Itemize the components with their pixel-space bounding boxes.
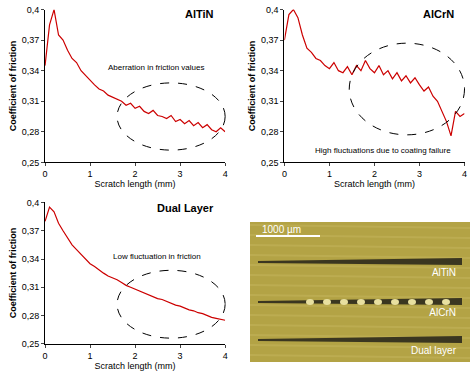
svg-text:0: 0 — [282, 169, 287, 179]
svg-text:0,28: 0,28 — [22, 127, 40, 137]
svg-text:Low fluctuation in friction: Low fluctuation in friction — [113, 252, 201, 261]
svg-text:2: 2 — [372, 169, 377, 179]
svg-text:2: 2 — [133, 169, 138, 179]
svg-text:0,34: 0,34 — [22, 254, 40, 264]
svg-text:4: 4 — [223, 169, 228, 179]
svg-text:AlCrN: AlCrN — [423, 8, 454, 20]
svg-text:0,37: 0,37 — [261, 35, 279, 45]
svg-text:0,28: 0,28 — [261, 127, 279, 137]
svg-text:0,25: 0,25 — [22, 339, 40, 349]
svg-text:Scratch length (mm): Scratch length (mm) — [334, 179, 415, 189]
svg-text:1: 1 — [327, 169, 332, 179]
svg-text:0,4: 0,4 — [27, 5, 40, 15]
svg-text:3: 3 — [178, 169, 183, 179]
svg-text:0,28: 0,28 — [22, 311, 40, 321]
svg-text:High fluctuations due to coati: High fluctuations due to coating failure — [315, 146, 451, 155]
svg-text:1: 1 — [88, 351, 93, 361]
svg-text:3: 3 — [178, 351, 183, 361]
svg-text:0,31: 0,31 — [22, 96, 40, 106]
svg-text:AlTiN: AlTiN — [185, 8, 214, 20]
svg-text:0,37: 0,37 — [22, 35, 40, 45]
svg-text:Dual Layer: Dual Layer — [157, 202, 214, 214]
svg-text:1: 1 — [88, 169, 93, 179]
svg-text:0,31: 0,31 — [261, 96, 279, 106]
svg-text:0,25: 0,25 — [22, 158, 40, 168]
svg-text:2: 2 — [133, 351, 138, 361]
svg-text:Dual layer: Dual layer — [411, 345, 457, 356]
svg-text:AlTiN: AlTiN — [432, 267, 456, 278]
svg-text:AlCrN: AlCrN — [429, 307, 456, 318]
svg-text:0,25: 0,25 — [261, 158, 279, 168]
svg-text:0,4: 0,4 — [266, 5, 279, 15]
svg-text:Scratch length (mm): Scratch length (mm) — [95, 361, 176, 371]
svg-text:Aberration in friction values: Aberration in friction values — [108, 63, 205, 72]
svg-text:Coefficient of friction: Coefficient of friction — [247, 41, 257, 132]
svg-text:0,37: 0,37 — [22, 226, 40, 236]
svg-text:0,31: 0,31 — [22, 282, 40, 292]
svg-text:4: 4 — [462, 169, 467, 179]
svg-text:Scratch length (mm): Scratch length (mm) — [95, 179, 176, 189]
svg-text:0: 0 — [43, 351, 48, 361]
svg-text:Coefficient of friction: Coefficient of friction — [8, 41, 18, 132]
svg-text:0: 0 — [43, 169, 48, 179]
svg-text:0,34: 0,34 — [261, 66, 279, 76]
svg-text:0,4: 0,4 — [27, 198, 40, 208]
svg-text:Coefficient of friction: Coefficient of friction — [8, 228, 18, 319]
svg-text:1000 µm: 1000 µm — [262, 224, 301, 235]
svg-text:3: 3 — [417, 169, 422, 179]
svg-text:0,34: 0,34 — [22, 66, 40, 76]
svg-text:4: 4 — [223, 351, 228, 361]
